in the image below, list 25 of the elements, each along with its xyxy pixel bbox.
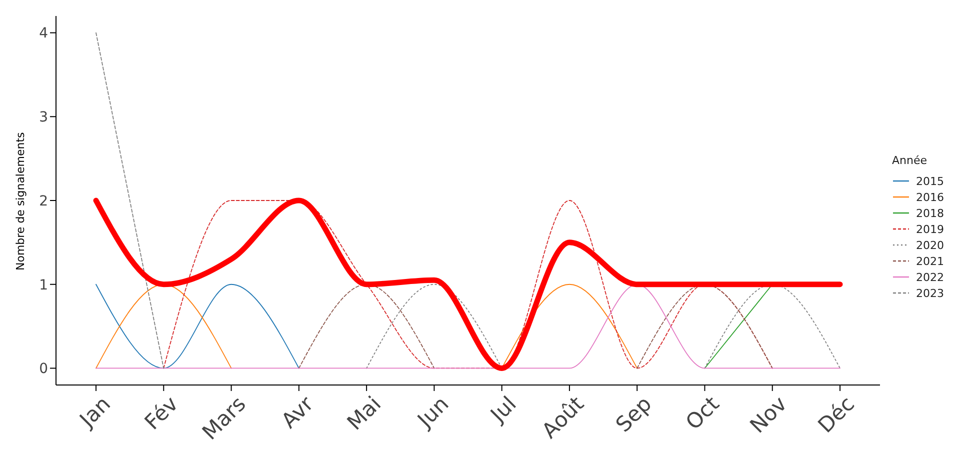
legend-label: 2016 bbox=[916, 190, 944, 204]
x-tick-label: Sep bbox=[611, 392, 656, 437]
legend-label: 2021 bbox=[916, 254, 944, 268]
legend-label: 2023 bbox=[916, 286, 944, 300]
y-axis-title: Nombre de signalements bbox=[14, 132, 27, 270]
x-tick-label: Jan bbox=[74, 392, 116, 434]
x-tick-label: Fév bbox=[140, 392, 183, 434]
x-tick-label: Jul bbox=[484, 392, 521, 428]
x-tick-label: Oct bbox=[681, 392, 724, 434]
x-tick-label: Jun bbox=[412, 392, 454, 434]
x-tick-label: Mai bbox=[342, 392, 386, 435]
legend-label: 2019 bbox=[916, 222, 944, 236]
y-tick-label: 2 bbox=[39, 193, 48, 210]
y-tick-label: 4 bbox=[39, 26, 48, 42]
x-tick-label: Déc bbox=[813, 392, 860, 438]
y-tick-label: 3 bbox=[39, 110, 48, 126]
legend-label: 2018 bbox=[916, 206, 944, 220]
legend-label: 2015 bbox=[916, 174, 944, 188]
legend-label: 2020 bbox=[916, 238, 944, 252]
y-tick-label: 0 bbox=[39, 361, 48, 378]
x-tick-label: Nov bbox=[745, 392, 792, 438]
legend-title: Année bbox=[892, 154, 928, 167]
legend-label: 2022 bbox=[916, 270, 944, 284]
x-tick-label: Avr bbox=[276, 392, 318, 433]
y-tick-label: 1 bbox=[39, 277, 48, 294]
